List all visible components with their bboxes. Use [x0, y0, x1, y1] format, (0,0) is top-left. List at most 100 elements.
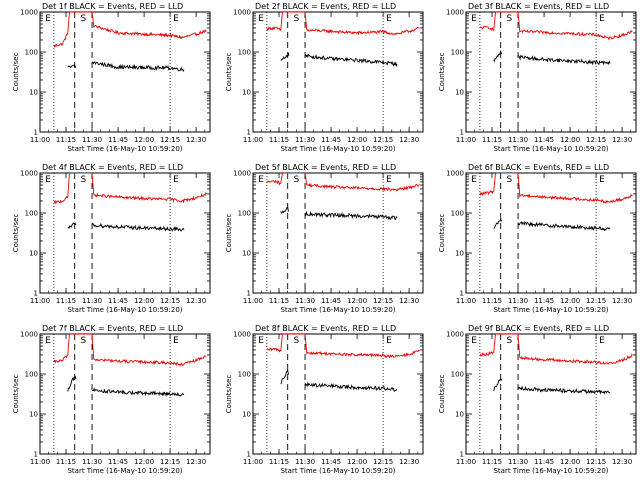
- x-tick-label: 12:15: [160, 297, 180, 305]
- events-series-line: [517, 385, 611, 396]
- lld-series-line: [479, 173, 633, 204]
- eclipse-start-marker: E: [258, 175, 264, 185]
- x-tick-label: 11:00: [456, 458, 476, 466]
- eclipse-start-marker: E: [45, 175, 51, 185]
- x-tick-label: 11:45: [108, 136, 128, 144]
- events-series-line: [91, 387, 185, 397]
- lld-series-line: [479, 12, 633, 41]
- x-axis-label: Start Time (16-May-10 10:59:20): [67, 467, 182, 475]
- y-tick-label: 10: [242, 250, 251, 258]
- eclipse-start-marker: E: [258, 336, 264, 346]
- eclipse-end-marker: E: [386, 336, 392, 346]
- y-tick-label: 100: [238, 210, 251, 218]
- x-tick-label: 11:45: [321, 136, 341, 144]
- x-tick-label: 12:15: [373, 136, 393, 144]
- y-tick-label: 1: [247, 129, 251, 137]
- eclipse-start-marker: E: [471, 14, 477, 24]
- y-tick-label: 1000: [233, 170, 251, 178]
- panel-title: Det 9f BLACK = Events, RED = LLD: [468, 324, 609, 333]
- detector-panel: Det 8f BLACK = Events, RED = LLD 1 10 100 10…: [225, 324, 424, 475]
- x-tick-label: 11:45: [321, 458, 341, 466]
- events-series-line: [493, 50, 503, 63]
- detector-panel: Det 4f BLACK = Events, RED = LLD 1 10 100 10…: [12, 163, 211, 314]
- x-tick-label: 11:00: [456, 297, 476, 305]
- eclipse-end-marker: E: [599, 175, 605, 185]
- eclipse-start-marker: E: [258, 14, 264, 24]
- x-tick-label: 12:00: [347, 458, 367, 466]
- x-tick-label: 12:30: [186, 458, 206, 466]
- y-tick-label: 10: [29, 89, 38, 97]
- x-tick-label: 12:15: [373, 297, 393, 305]
- saa-marker: S: [294, 14, 300, 24]
- detector-panel: Det 2f BLACK = Events, RED = LLD 1 10 100 10…: [225, 2, 424, 153]
- y-tick-label: 1000: [233, 9, 251, 17]
- panel-title: Det 6f BLACK = Events, RED = LLD: [468, 163, 609, 172]
- x-tick-label: 12:00: [134, 136, 154, 144]
- panel-title: Det 5f BLACK = Events, RED = LLD: [255, 163, 396, 172]
- y-tick-label: 1000: [446, 331, 464, 339]
- detector-panel: Det 3f BLACK = Events, RED = LLD 1 10 100 10…: [438, 2, 637, 153]
- x-tick-label: 11:15: [269, 458, 289, 466]
- x-tick-label: 11:45: [534, 458, 554, 466]
- y-axis-label: Counts/sec: [225, 53, 233, 92]
- x-tick-label: 11:00: [30, 458, 50, 466]
- panel-title: Det 4f BLACK = Events, RED = LLD: [42, 163, 183, 172]
- events-series-line: [91, 61, 185, 73]
- eclipse-start-marker: E: [471, 336, 477, 346]
- x-tick-label: 11:00: [243, 458, 263, 466]
- lld-series-line: [479, 334, 633, 365]
- saa-marker: S: [81, 175, 87, 185]
- x-tick-label: 12:00: [347, 297, 367, 305]
- y-tick-label: 1000: [446, 9, 464, 17]
- lld-series-line: [266, 334, 420, 359]
- x-axis-label: Start Time (16-May-10 10:59:20): [493, 145, 608, 153]
- y-tick-label: 10: [455, 250, 464, 258]
- x-tick-label: 12:15: [160, 136, 180, 144]
- eclipse-start-marker: E: [471, 175, 477, 185]
- y-tick-label: 10: [455, 89, 464, 97]
- x-tick-label: 11:15: [482, 136, 502, 144]
- x-tick-label: 12:15: [586, 136, 606, 144]
- x-tick-label: 12:30: [186, 297, 206, 305]
- saa-marker: S: [81, 14, 87, 24]
- lld-series-line: [266, 12, 420, 36]
- plot-frame: [465, 11, 637, 133]
- y-tick-label: 100: [25, 371, 38, 379]
- eclipse-end-marker: E: [173, 175, 179, 185]
- detector-panel: Det 1f BLACK = Events, RED = LLD 1 10 100 10…: [12, 2, 211, 153]
- plot-frame: [252, 172, 424, 294]
- eclipse-end-marker: E: [599, 14, 605, 24]
- x-tick-label: 12:00: [134, 458, 154, 466]
- events-series-line: [304, 381, 398, 393]
- y-tick-label: 1: [34, 451, 38, 459]
- x-axis-label: Start Time (16-May-10 10:59:20): [67, 145, 182, 153]
- saa-marker: S: [507, 175, 513, 185]
- panel-title: Det 8f BLACK = Events, RED = LLD: [255, 324, 396, 333]
- y-tick-label: 100: [451, 210, 464, 218]
- events-series-line: [493, 377, 503, 392]
- saa-marker: S: [81, 336, 87, 346]
- y-tick-label: 10: [29, 250, 38, 258]
- plot-frame: [39, 172, 211, 294]
- x-tick-label: 11:00: [30, 136, 50, 144]
- y-axis-label: Counts/sec: [12, 375, 20, 414]
- saa-marker: S: [507, 336, 513, 346]
- events-series-line: [517, 221, 611, 232]
- x-axis-label: Start Time (16-May-10 10:59:20): [280, 306, 395, 314]
- plot-frame: [39, 11, 211, 133]
- eclipse-start-marker: E: [45, 14, 51, 24]
- events-series-line: [304, 53, 398, 68]
- x-tick-label: 11:15: [56, 297, 76, 305]
- x-tick-label: 12:00: [560, 297, 580, 305]
- saa-marker: S: [507, 14, 513, 24]
- y-axis-label: Counts/sec: [438, 53, 446, 92]
- plot-frame: [252, 333, 424, 455]
- panel-title: Det 7f BLACK = Events, RED = LLD: [42, 324, 183, 333]
- y-axis-label: Counts/sec: [225, 214, 233, 253]
- x-tick-label: 11:30: [508, 297, 528, 305]
- y-tick-label: 10: [455, 411, 464, 419]
- x-tick-label: 11:30: [508, 136, 528, 144]
- x-axis-label: Start Time (16-May-10 10:59:20): [280, 467, 395, 475]
- x-tick-label: 11:00: [30, 297, 50, 305]
